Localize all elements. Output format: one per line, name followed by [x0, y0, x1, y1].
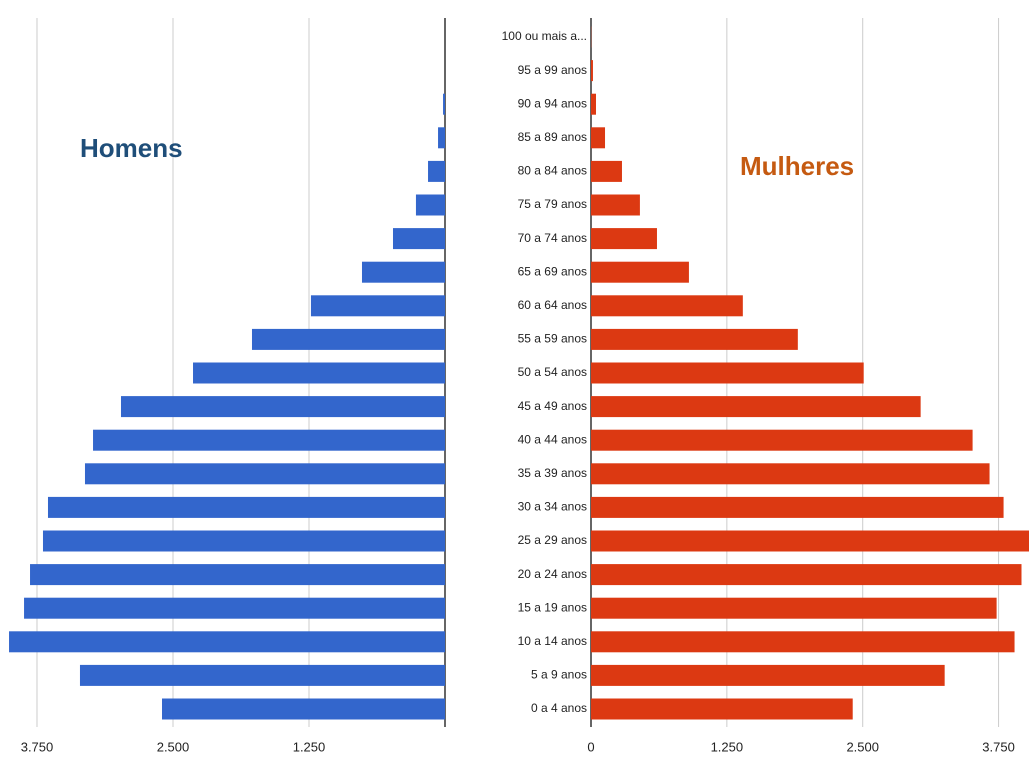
- bar: [84, 463, 445, 485]
- bar: [591, 631, 1015, 653]
- bar: [591, 160, 622, 182]
- x-tick-label: 0: [587, 739, 594, 754]
- bar: [47, 496, 446, 518]
- category-label: 5 a 9 anos: [531, 668, 587, 682]
- x-tick-label: 1.250: [293, 739, 326, 754]
- bar: [591, 261, 689, 283]
- bar: [361, 261, 445, 283]
- bar: [591, 564, 1022, 586]
- bar: [42, 530, 445, 552]
- bar: [591, 496, 1004, 518]
- bar: [162, 698, 446, 720]
- category-label: 45 a 49 anos: [518, 399, 587, 413]
- category-label: 35 a 39 anos: [518, 466, 587, 480]
- x-tick-label: 2.500: [157, 739, 190, 754]
- category-label: 50 a 54 anos: [518, 365, 587, 379]
- bar: [428, 160, 445, 182]
- bar: [443, 93, 445, 115]
- bar: [591, 93, 596, 115]
- x-tick-label: 1.250: [711, 739, 744, 754]
- bar: [79, 664, 446, 686]
- x-tick-label: 2.500: [846, 739, 879, 754]
- category-label: 90 a 94 anos: [518, 96, 587, 110]
- bar: [591, 60, 593, 82]
- bar: [591, 530, 1029, 552]
- bar: [591, 194, 640, 216]
- category-label: 75 a 79 anos: [518, 197, 587, 211]
- bar: [591, 328, 798, 350]
- category-label: 95 a 99 anos: [518, 63, 587, 77]
- bar: [591, 295, 743, 317]
- x-tick-label: 3.750: [982, 739, 1015, 754]
- bar: [30, 564, 446, 586]
- bar: [24, 597, 446, 619]
- category-label: 40 a 44 anos: [518, 432, 587, 446]
- bar: [310, 295, 445, 317]
- bar: [591, 698, 853, 720]
- bar: [591, 429, 973, 451]
- category-label: 10 a 14 anos: [518, 634, 587, 648]
- bar: [120, 396, 445, 418]
- bar: [193, 362, 445, 384]
- bar: [591, 127, 606, 149]
- category-label: 55 a 59 anos: [518, 332, 587, 346]
- bar: [93, 429, 446, 451]
- category-label: 15 a 19 anos: [518, 600, 587, 614]
- category-label: 60 a 64 anos: [518, 298, 587, 312]
- x-tick-label: 3.750: [21, 739, 54, 754]
- bar: [591, 664, 945, 686]
- category-label: 80 a 84 anos: [518, 164, 587, 178]
- bar: [392, 228, 445, 250]
- category-label: 20 a 24 anos: [518, 567, 587, 581]
- bar: [9, 631, 446, 653]
- bar: [438, 127, 445, 149]
- series-label: Homens: [80, 133, 183, 163]
- bar: [251, 328, 445, 350]
- bar: [591, 463, 990, 485]
- category-label: 65 a 69 anos: [518, 264, 587, 278]
- category-label: 25 a 29 anos: [518, 533, 587, 547]
- bar: [591, 597, 997, 619]
- category-label: 85 a 89 anos: [518, 130, 587, 144]
- category-label: 30 a 34 anos: [518, 500, 587, 514]
- category-label: 100 ou mais a...: [502, 29, 587, 43]
- series-label: Mulheres: [740, 151, 854, 181]
- bar: [591, 228, 657, 250]
- bar: [415, 194, 445, 216]
- bar: [591, 396, 921, 418]
- category-label: 70 a 74 anos: [518, 231, 587, 245]
- bar: [591, 362, 864, 384]
- category-label: 0 a 4 anos: [531, 701, 587, 715]
